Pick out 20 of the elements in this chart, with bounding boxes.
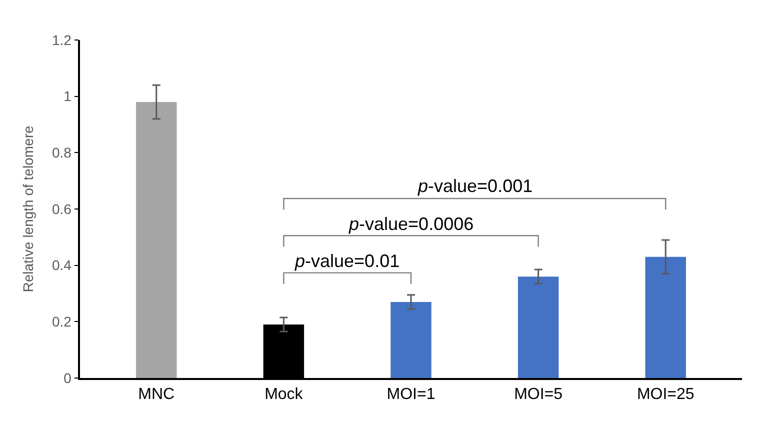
- y-tick-label: 0.8: [52, 144, 72, 161]
- annotation: p-value=0.01: [294, 251, 400, 271]
- y-axis-title: Relative length of telomere: [20, 126, 36, 292]
- bar: [390, 302, 432, 378]
- x-tick-label: MOI=1: [386, 386, 436, 403]
- y-tick-label: 1: [64, 88, 72, 104]
- y-tick-label: 0.4: [52, 257, 72, 274]
- x-tick-label: MNC: [138, 386, 175, 403]
- x-tick-label: MOI=5: [514, 386, 563, 403]
- bar: [136, 102, 177, 378]
- x-tick-label: MOI=25: [636, 386, 694, 403]
- y-tick-label: 0.2: [52, 314, 72, 330]
- annotation: p-value=0.0006: [348, 214, 474, 234]
- y-tick-label: 0.6: [52, 200, 72, 217]
- y-tick-label: 1.2: [52, 32, 72, 48]
- bar: [645, 256, 686, 378]
- y-tick-label: 0: [64, 370, 72, 386]
- x-tick-label: Mock: [264, 386, 304, 403]
- annotation: p-value=0.001: [417, 176, 533, 196]
- bar: [518, 276, 559, 378]
